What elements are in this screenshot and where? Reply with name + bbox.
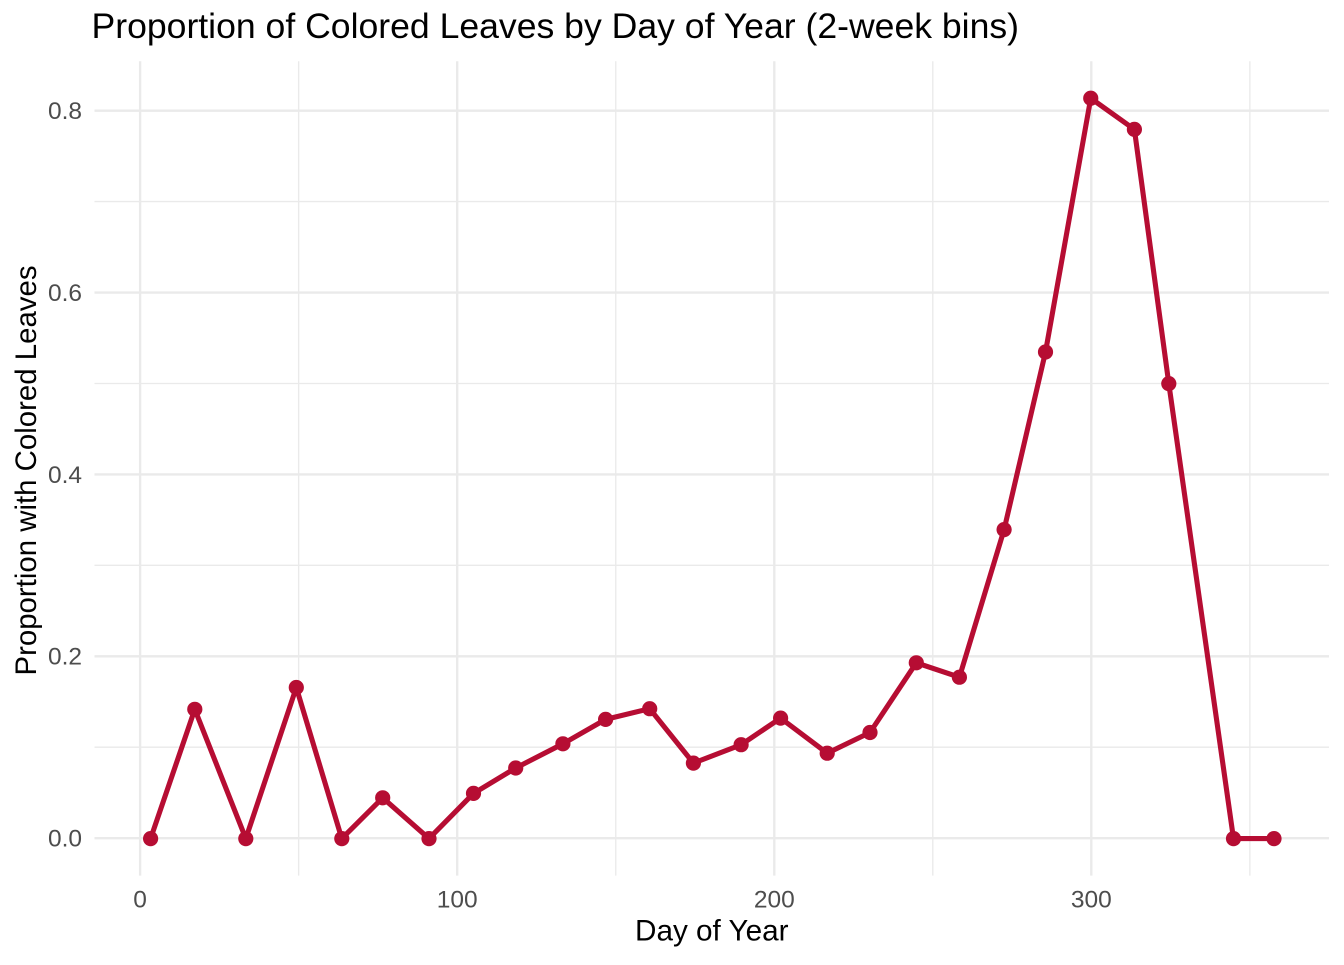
svg-text:200: 200 [754, 886, 795, 913]
svg-text:0.0: 0.0 [48, 826, 82, 853]
svg-text:0: 0 [133, 886, 147, 913]
svg-text:0.4: 0.4 [48, 462, 82, 489]
svg-text:0.6: 0.6 [48, 280, 82, 307]
svg-text:300: 300 [1071, 886, 1112, 913]
svg-text:Day of Year: Day of Year [635, 915, 789, 948]
svg-text:Proportion of Colored Leaves b: Proportion of Colored Leaves by Day of Y… [92, 6, 1020, 46]
svg-text:0.8: 0.8 [48, 98, 82, 125]
svg-text:0.2: 0.2 [48, 644, 82, 671]
svg-text:Proportion with Colored Leaves: Proportion with Colored Leaves [10, 265, 43, 675]
svg-text:100: 100 [437, 886, 478, 913]
